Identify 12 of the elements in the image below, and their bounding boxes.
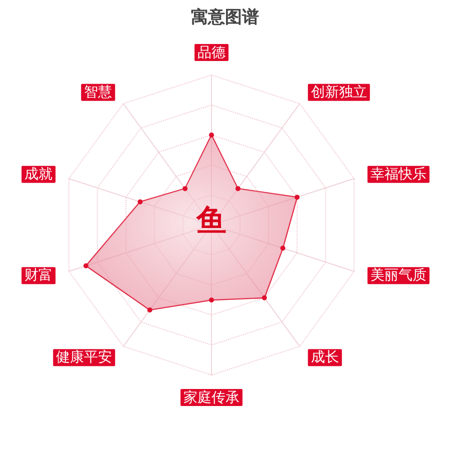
spoke-label: 美丽气质 [370,268,426,284]
spoke-label: 品德 [198,45,226,61]
spoke-label: 成长 [310,350,339,366]
spoke-label: 幸福快乐 [370,166,426,182]
spoke-label: 财富 [24,268,53,284]
spoke-label: 创新独立 [310,84,367,100]
spoke-label: 智慧 [84,84,112,100]
chart-title: 寓意图谱 [191,8,259,28]
text: 鱼 [196,204,226,238]
spoke-label: 健康平安 [56,350,112,366]
spoke-label: 家庭传承 [184,390,240,406]
spoke-label: 成就 [24,166,53,182]
